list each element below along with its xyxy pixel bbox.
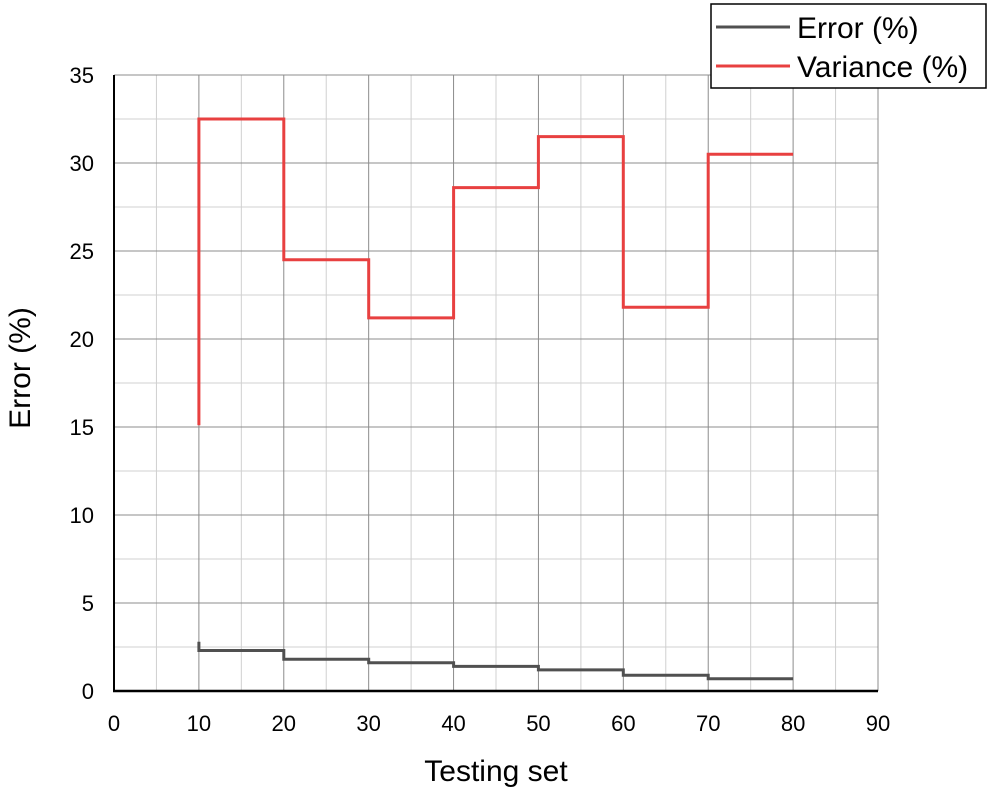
legend-label-variance: Variance (%) [797,51,968,84]
y-tick-label: 5 [82,591,94,616]
x-tick-label: 70 [696,711,720,736]
x-tick-label: 50 [526,711,550,736]
legend-box [710,3,987,89]
y-tick-label: 25 [70,239,94,264]
series-layer [197,117,794,681]
x-tick-label: 90 [866,711,890,736]
x-tick-label: 30 [356,711,380,736]
y-tick-label: 30 [70,151,94,176]
y-tick-label: 10 [70,503,94,528]
x-tick-label: 10 [187,711,211,736]
x-tick-label: 60 [611,711,635,736]
x-tick-label: 80 [781,711,805,736]
legend: Error (%) Variance (%) [710,3,987,89]
series-line-variance [197,117,794,426]
y-tick-label: 15 [70,415,94,440]
y-tick-label: 35 [70,63,94,88]
x-tick-label: 20 [272,711,296,736]
y-axis-title: Error (%) [4,307,37,429]
axes [113,75,878,693]
x-tick-label: 0 [108,711,120,736]
y-tick-label: 0 [82,679,94,704]
minor-gridlines [114,75,878,691]
legend-label-error: Error (%) [797,12,919,45]
x-tick-label: 40 [441,711,465,736]
y-tick-label: 20 [70,327,94,352]
tick-labels: 0 10 20 30 40 50 60 70 80 90 0 5 10 15 20 25 30 35 [70,63,891,736]
x-axis-title: Testing set [424,755,568,788]
series-line-error [197,641,794,681]
